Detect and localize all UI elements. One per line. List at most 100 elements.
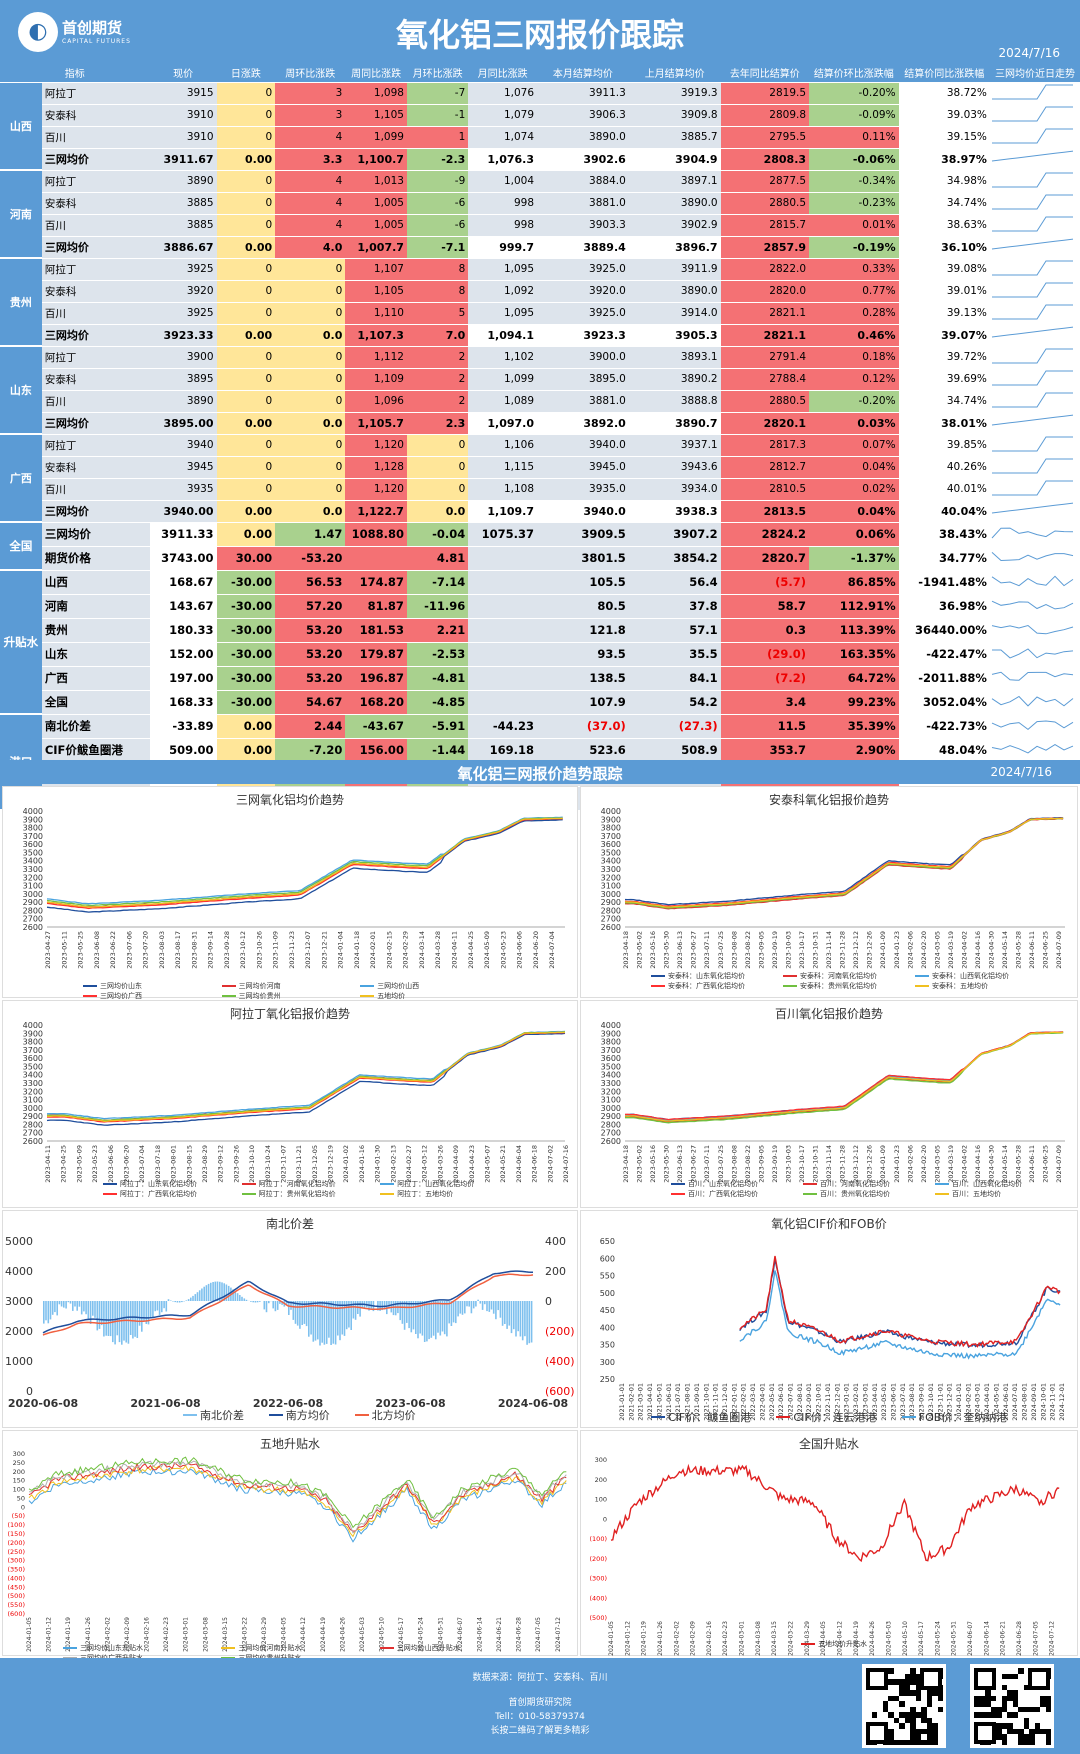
bar	[312, 1301, 315, 1342]
sparkline	[989, 714, 1080, 739]
qr-code-icon[interactable]	[970, 1664, 1054, 1748]
legend-swatch	[803, 1193, 817, 1195]
cell: 38.63%	[898, 214, 990, 237]
table-row: 三网均价 3895.00 0.00 0.0 1,105.7 2.3 1,097.0 3892.…	[0, 412, 1080, 435]
x-tick-label: 2022-07-01	[787, 1383, 795, 1421]
cell: 353.7	[720, 738, 810, 763]
qr-code-icon[interactable]	[862, 1664, 946, 1748]
sparkline	[989, 618, 1080, 643]
cell: 4	[275, 170, 346, 193]
cell: -43.67	[345, 714, 407, 739]
x-tick-label: 2024-04-05	[820, 1621, 827, 1656]
cell: 1,105	[345, 280, 407, 303]
brand-name: 首创期货	[62, 19, 123, 37]
cell	[468, 594, 537, 619]
x-tick-label: 2021-03-01	[637, 1383, 645, 1421]
cell: 2795.5	[720, 126, 810, 149]
sparkline	[989, 666, 1080, 691]
cell: 3892.0	[537, 412, 629, 435]
cell: 179.87	[345, 642, 407, 667]
bar	[459, 1301, 462, 1314]
cell: 0.0	[275, 412, 346, 435]
x-tick-label: 2024-06-07	[457, 1617, 464, 1652]
table-row: 三网均价 3940.00 0.00 0.0 1,122.7 0.0 1,109.7 3940.…	[0, 500, 1080, 523]
cell: -7.14	[406, 570, 469, 595]
cell: 3943.6	[628, 456, 721, 479]
cell: 0	[275, 280, 346, 303]
bar	[301, 1301, 303, 1325]
sparkline	[989, 570, 1080, 595]
y-tick-label: 3500	[601, 848, 621, 857]
bar	[464, 1301, 466, 1314]
series-line	[28, 1456, 567, 1529]
y-tick-label: 3100	[23, 1096, 43, 1105]
x-tick-label: 2024-06-21	[1000, 1621, 1007, 1656]
price-table: 指标 现价 日涨跌 周环比涨跌 周同比涨跌 月环比涨跌 月同比涨跌 本月结算均价 上月结算均价去…	[0, 64, 1080, 811]
bar	[205, 1285, 208, 1301]
x-tick-label: 2024-02-06	[906, 1145, 914, 1183]
y-tick-label: (100)	[8, 1521, 25, 1529]
bar	[392, 1301, 395, 1316]
bar	[210, 1282, 212, 1301]
chart-title: 阿拉丁氧化铝报价趋势	[229, 1007, 350, 1021]
cell: 39.08%	[898, 258, 990, 281]
cell: 2822.0	[720, 258, 810, 281]
x-tick-label: 2024-02-16	[706, 1621, 713, 1656]
bar	[109, 1301, 112, 1337]
legend-swatch	[83, 985, 97, 987]
sparkline	[989, 280, 1080, 303]
bar	[239, 1295, 241, 1301]
bar	[524, 1301, 526, 1337]
bar	[279, 1301, 281, 1304]
cell: -2.53	[406, 642, 469, 667]
legend-entry: 阿拉丁：五地均价	[380, 1189, 519, 1199]
bar	[477, 1299, 479, 1301]
sparkline-graphic	[992, 106, 1073, 121]
cell: 3885	[149, 214, 217, 237]
cell: 0	[216, 478, 276, 501]
cell: 56.4	[628, 570, 721, 595]
y-tick-label: 2800	[23, 906, 43, 915]
cell	[468, 570, 537, 595]
cell: 36440.00%	[898, 618, 990, 643]
bar	[506, 1301, 508, 1329]
y-tick-label: 3400	[23, 1071, 43, 1080]
cell: 0.07%	[809, 434, 899, 457]
bar	[221, 1282, 223, 1301]
legend-entry: 三网均价山西升贴水	[379, 1643, 538, 1653]
y-tick-label: (200)	[8, 1539, 25, 1547]
x-tick-label: 2024-04-09	[452, 1145, 460, 1183]
cell: 86.85%	[809, 570, 899, 595]
cell: 0	[406, 434, 469, 457]
sparkline	[989, 324, 1080, 347]
cell: 0.04%	[809, 456, 899, 479]
y-tick-label: 2800	[601, 906, 621, 915]
x-tick-label: 2023-12-12	[852, 931, 860, 969]
x-tick-label: 2024-01-26	[657, 1621, 664, 1656]
bar	[343, 1301, 346, 1336]
bar	[530, 1301, 533, 1343]
x-tick-label: 2024-07-05	[535, 1617, 542, 1652]
sparkline-graphic	[992, 436, 1073, 451]
y-tick-label: 3300	[23, 865, 43, 874]
x-tick-label: 2023-06-08	[375, 1397, 445, 1410]
x-tick-label: 2024-05-23	[499, 931, 507, 969]
cell: -30.00	[216, 570, 276, 595]
legend-label: 阿拉丁：山西氧化铝均价	[397, 1180, 475, 1188]
bar	[350, 1301, 352, 1330]
legend-entry: 阿拉丁：山西氧化铝均价	[380, 1179, 519, 1189]
bar	[158, 1301, 161, 1315]
bar	[470, 1301, 473, 1314]
cell: 1,106	[468, 434, 537, 457]
bar	[51, 1301, 54, 1315]
x-tick-label: 2024-01-16	[358, 1145, 366, 1183]
legend-label: 阿拉丁：贵州氧化铝均价	[258, 1190, 336, 1198]
row-label: 百川	[41, 478, 150, 501]
cell: 1,007.7	[345, 236, 407, 259]
cell: 3896.7	[628, 236, 721, 259]
row-label: CIF价鲅鱼圈港	[41, 738, 150, 763]
cell: 3.4	[720, 690, 810, 715]
chart-panel-three-net: 三网氧化铝均价趋势 2600 2700 2800 2900 3000 3100 3200 330…	[2, 786, 578, 1000]
sparkline	[989, 434, 1080, 457]
bar	[198, 1290, 201, 1301]
